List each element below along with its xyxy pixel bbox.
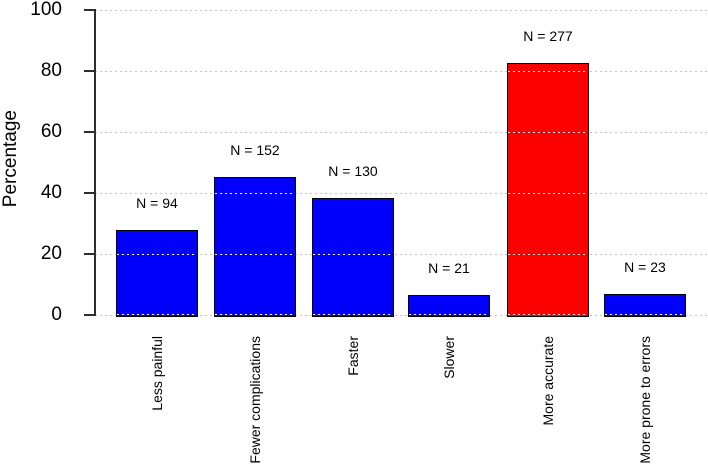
- y-tick-label: 20: [40, 243, 62, 264]
- y-tick-label: 80: [40, 60, 62, 81]
- gridline-on-bar: [215, 314, 295, 315]
- bar-count-label: N = 152: [230, 142, 280, 158]
- y-tick-mark: [84, 253, 95, 255]
- gridline: [95, 71, 708, 72]
- gridline: [95, 254, 708, 255]
- gridline-on-bar: [508, 132, 588, 133]
- gridline-on-bar: [313, 254, 393, 255]
- x-category-label: Fewer complications: [247, 336, 263, 464]
- y-tick-mark: [84, 131, 95, 133]
- bar-count-label: N = 130: [328, 163, 378, 179]
- x-category-label: Slower: [441, 336, 457, 379]
- gridline: [95, 10, 708, 11]
- y-tick-mark: [84, 9, 95, 11]
- gridline-on-bar: [508, 314, 588, 315]
- bar-count-label: N = 94: [136, 195, 178, 211]
- x-category-label: Faster: [345, 336, 361, 376]
- y-tick-mark: [84, 314, 95, 316]
- bar-count-label: N = 23: [624, 259, 666, 275]
- gridline: [95, 315, 708, 316]
- gridline-on-bar: [313, 314, 393, 315]
- gridline-on-bar: [215, 193, 295, 194]
- y-tick-label: 40: [40, 182, 62, 203]
- gridline-on-bar: [605, 314, 685, 315]
- y-tick-label: 60: [40, 121, 62, 142]
- y-tick-label: 100: [30, 0, 62, 20]
- y-tick-label: 0: [51, 304, 62, 325]
- gridline: [95, 132, 708, 133]
- bar-2: [214, 177, 296, 317]
- y-tick-mark: [84, 70, 95, 72]
- gridline-on-bar: [117, 254, 197, 255]
- gridline-on-bar: [215, 254, 295, 255]
- bar-count-label: N = 277: [523, 28, 573, 44]
- x-category-label: More prone to errors: [637, 336, 653, 464]
- gridline-on-bar: [409, 314, 489, 315]
- x-category-label: Less painful: [149, 336, 165, 411]
- bar-3: [312, 198, 394, 317]
- bar-6: [604, 294, 686, 317]
- gridline-on-bar: [508, 71, 588, 72]
- gridline-on-bar: [508, 193, 588, 194]
- x-category-label: More accurate: [540, 336, 556, 426]
- bar-4: [408, 295, 490, 317]
- bar-count-label: N = 21: [428, 260, 470, 276]
- y-tick-mark: [84, 192, 95, 194]
- bar-1: [116, 230, 198, 317]
- y-axis-line: [94, 9, 96, 316]
- gridline: [95, 193, 708, 194]
- bar-5: [507, 63, 589, 317]
- gridline-on-bar: [508, 254, 588, 255]
- gridline-on-bar: [117, 314, 197, 315]
